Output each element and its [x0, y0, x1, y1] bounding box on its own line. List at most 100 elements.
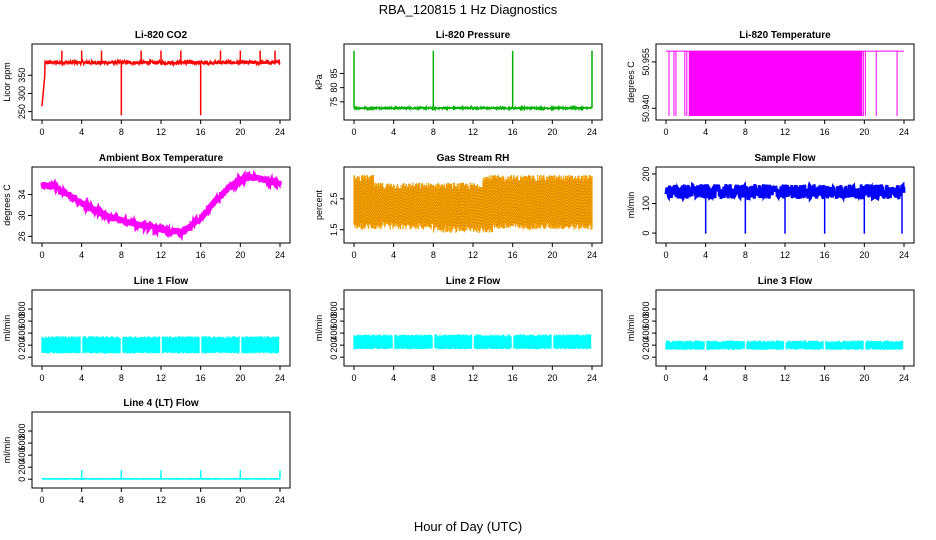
x-tick-label: 20 — [859, 373, 869, 383]
x-tick-label: 0 — [39, 127, 44, 137]
y-tick-label: 34 — [17, 190, 27, 200]
panel-series — [665, 340, 904, 350]
x-tick-label: 24 — [275, 250, 285, 260]
panel-ylabel: ml/min — [314, 315, 324, 342]
y-tick-label: 400 — [329, 326, 339, 341]
x-tick-label: 20 — [859, 127, 869, 137]
y-tick-label: 50.940 — [641, 95, 651, 123]
x-tick-label: 12 — [156, 373, 166, 383]
panel-7: Line 1 Flow ml/min 0 4 8 12 16 20 24 0 20040060080… — [2, 276, 291, 383]
x-tick-label: 0 — [39, 373, 44, 383]
y-tick-label: 0 — [641, 355, 651, 360]
panel-ylabel: ml/min — [2, 437, 12, 464]
panel-2: Li-820 Pressure kPa 0 4 8 12 16 20 24 75 80 85 — [314, 30, 603, 137]
x-tick-label: 4 — [391, 250, 396, 260]
panel-series — [40, 169, 282, 242]
x-tick-label: 0 — [351, 373, 356, 383]
y-tick-label: 600 — [17, 314, 27, 329]
x-tick-label: 0 — [663, 127, 668, 137]
figure-title: RBA_120815 1 Hz Diagnostics — [379, 2, 558, 17]
series-line — [353, 104, 593, 112]
panel-title: Line 2 Flow — [446, 276, 501, 287]
y-tick-label: 600 — [329, 314, 339, 329]
panel-series — [41, 470, 281, 481]
panel-title: Li-820 Pressure — [436, 30, 511, 41]
x-tick-label: 16 — [196, 495, 206, 505]
x-tick-label: 4 — [703, 127, 708, 137]
x-tick-label: 4 — [79, 495, 84, 505]
panel-series — [666, 50, 904, 116]
y-tick-label: 26 — [17, 231, 27, 241]
panel-title: Sample Flow — [754, 153, 815, 164]
x-tick-label: 20 — [235, 373, 245, 383]
x-tick-label: 4 — [703, 250, 708, 260]
y-tick-label: 250 — [17, 104, 27, 119]
y-tick-label: 0 — [17, 355, 27, 360]
y-tick-label: 600 — [17, 436, 27, 451]
x-tick-label: 12 — [468, 250, 478, 260]
panel-1: Li-820 CO2 Licor ppm 0 4 8 12 16 20 24 250 300 350 — [2, 30, 291, 137]
panel-10: Line 4 (LT) Flow ml/min 0 4 8 12 16 20 24 0 200400… — [2, 398, 291, 505]
panel-8: Line 2 Flow ml/min 0 4 8 12 16 20 24 0 20040060080… — [314, 276, 603, 383]
x-tick-label: 0 — [39, 495, 44, 505]
x-tick-label: 24 — [275, 373, 285, 383]
x-tick-label: 4 — [79, 127, 84, 137]
x-tick-label: 24 — [899, 373, 909, 383]
x-tick-label: 8 — [743, 373, 748, 383]
panel-title: Li-820 Temperature — [739, 30, 831, 41]
panel-5: Gas Stream RH percent 0 4 8 12 16 20 24 1.5 2.5 — [314, 153, 603, 260]
y-tick-label: 200 — [641, 166, 651, 181]
y-tick-label: 400 — [17, 448, 27, 463]
x-tick-label: 8 — [743, 127, 748, 137]
x-tick-label: 12 — [156, 127, 166, 137]
x-tick-label: 20 — [547, 127, 557, 137]
panel-title: Ambient Box Temperature — [99, 153, 224, 164]
x-tick-label: 20 — [235, 495, 245, 505]
x-tick-label: 4 — [391, 127, 396, 137]
x-tick-label: 16 — [196, 250, 206, 260]
y-tick-label: 800 — [17, 424, 27, 439]
panel-title: Line 1 Flow — [134, 276, 189, 287]
x-tick-label: 16 — [508, 250, 518, 260]
panel-ylabel: ml/min — [626, 192, 636, 219]
x-tick-label: 24 — [275, 495, 285, 505]
x-tick-label: 8 — [431, 250, 436, 260]
panel-ylabel: degrees C — [2, 184, 12, 226]
x-tick-label: 4 — [703, 373, 708, 383]
panel-ylabel: ml/min — [626, 315, 636, 342]
x-tick-label: 16 — [508, 373, 518, 383]
panel-ylabel: degrees C — [626, 61, 636, 103]
x-tick-label: 4 — [391, 373, 396, 383]
x-tick-label: 20 — [859, 250, 869, 260]
panel-9: Line 3 Flow ml/min 0 4 8 12 16 20 24 0 20040060080… — [626, 276, 915, 383]
series-line — [41, 58, 281, 107]
y-tick-label: 800 — [17, 302, 27, 317]
x-tick-label: 8 — [431, 373, 436, 383]
y-tick-label: 800 — [641, 302, 651, 317]
x-tick-label: 12 — [780, 373, 790, 383]
x-tick-label: 24 — [587, 373, 597, 383]
series-band — [41, 336, 280, 354]
x-tick-label: 4 — [79, 250, 84, 260]
x-tick-label: 0 — [663, 373, 668, 383]
x-tick-label: 8 — [119, 495, 124, 505]
y-tick-label: 350 — [17, 68, 27, 83]
panel-series — [353, 50, 593, 112]
y-tick-label: 2.5 — [329, 193, 339, 206]
y-tick-label: 85 — [329, 68, 339, 78]
y-tick-label: 800 — [329, 302, 339, 317]
x-tick-label: 24 — [899, 250, 909, 260]
x-tick-label: 20 — [235, 127, 245, 137]
x-tick-label: 8 — [119, 373, 124, 383]
series-line — [40, 169, 282, 242]
x-tick-label: 20 — [547, 250, 557, 260]
y-tick-label: 50.955 — [641, 48, 651, 76]
x-tick-label: 24 — [587, 127, 597, 137]
x-tick-label: 0 — [351, 127, 356, 137]
y-tick-label: 200 — [17, 338, 27, 353]
panel-3: Li-820 Temperature degrees C 0 4 8 12 16 20 24 50… — [626, 30, 915, 137]
y-tick-label: 1.5 — [329, 223, 339, 236]
x-tick-label: 16 — [820, 373, 830, 383]
x-tick-label: 16 — [508, 127, 518, 137]
